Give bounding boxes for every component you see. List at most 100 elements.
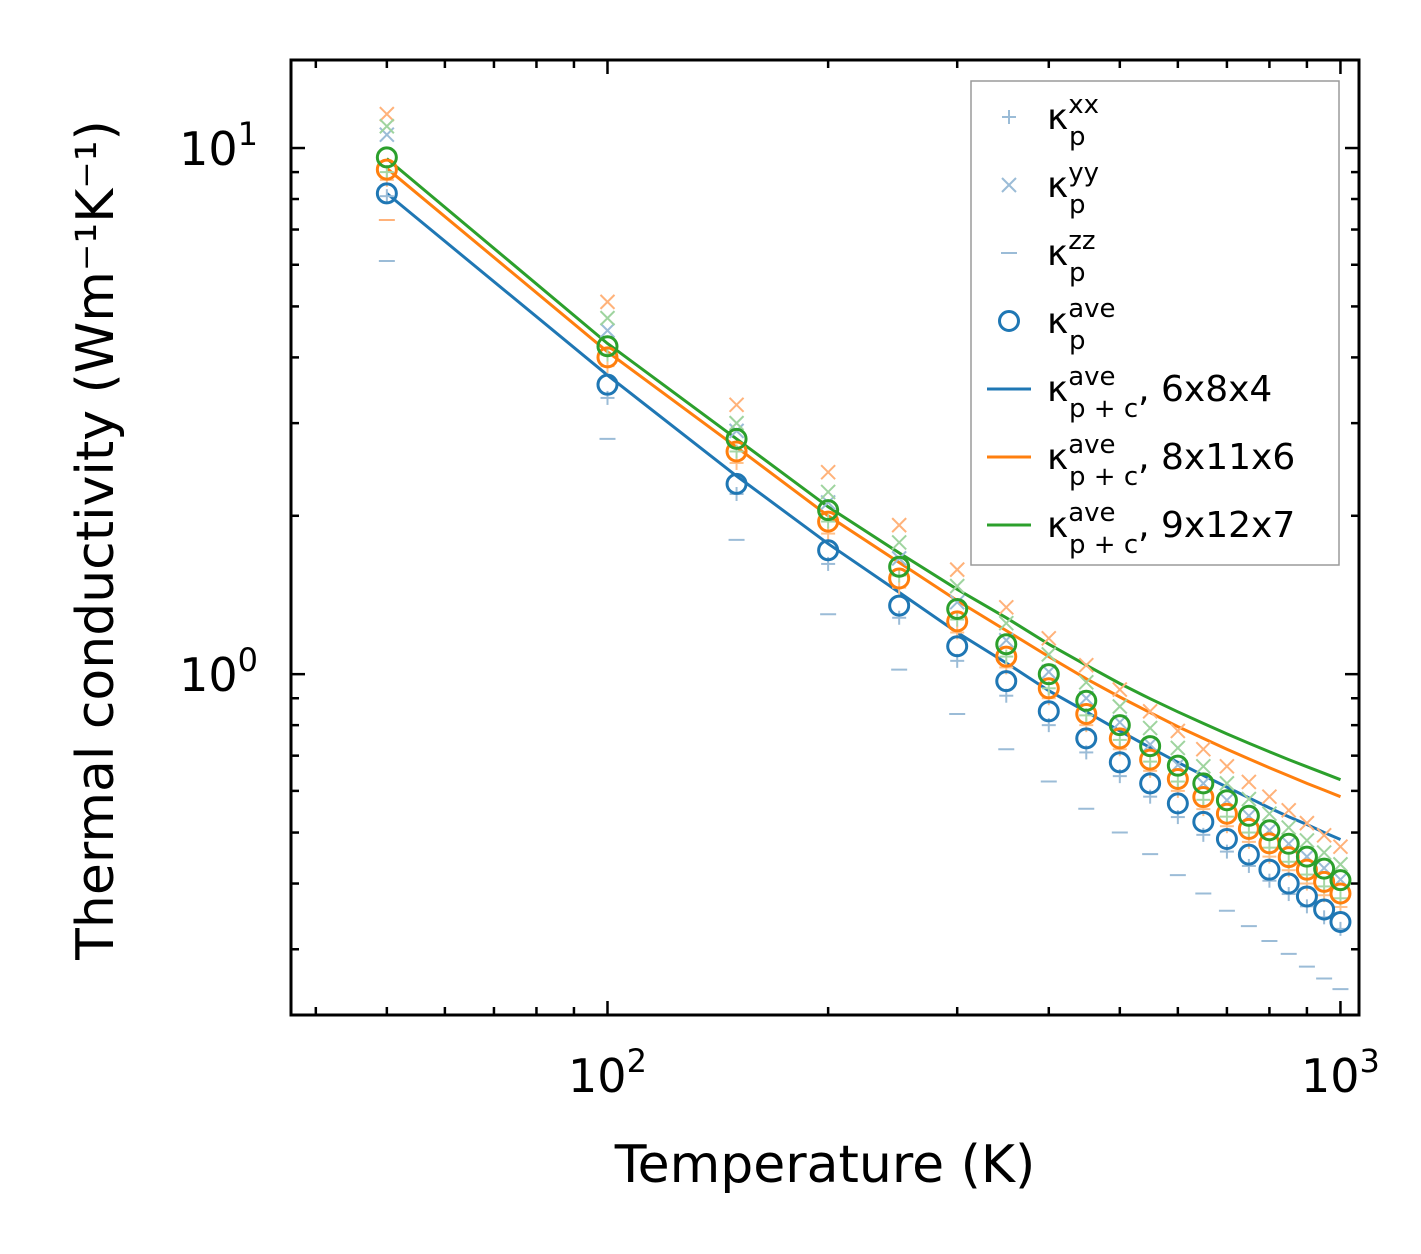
data-point [1329,869,1352,892]
x-b [998,615,1014,631]
data-point [599,294,616,310]
data-point [1142,703,1158,720]
data-point [1295,858,1318,881]
y-axis-label: Thermal conductivity (Wm⁻¹K⁻¹) [66,120,126,961]
x-b [1261,805,1278,822]
data-point [1142,736,1158,753]
data-point [1192,786,1215,809]
data-point [946,635,969,658]
data-point [1192,810,1215,833]
data-point [817,539,840,562]
data-point [1261,788,1278,805]
data-point [1195,741,1212,757]
data-point [596,373,619,396]
data-point [379,189,394,204]
data-point [998,599,1014,615]
data-point [375,146,398,169]
data-point [1139,748,1162,771]
data-point [949,561,965,578]
data-point [1037,700,1060,723]
data-point [1170,723,1186,739]
data-point [599,310,616,326]
data-point [379,118,395,134]
data-point [725,440,748,463]
x-b [1241,791,1257,807]
data-point [1075,727,1098,750]
data-point [891,517,907,533]
series-line [385,157,1342,782]
x-b [1112,681,1128,698]
plot-frame [289,58,1361,1017]
x-b [1316,827,1332,844]
data-point [1299,815,1315,831]
x-b [599,294,616,310]
data-point [1108,751,1131,774]
data-point [1112,681,1128,698]
x-b [1299,832,1315,849]
data-point [1237,804,1260,827]
legend-label: κave p + c, 8x11x6 [1047,430,1295,492]
x-b [891,517,907,533]
data-point [1166,768,1189,791]
data-point [1241,791,1257,807]
data-point [1078,657,1094,673]
data-point [1215,802,1238,825]
data-point [820,464,836,480]
x-b [1142,720,1158,736]
data-point [1139,772,1162,795]
x-b [949,561,965,578]
data-point [1166,792,1189,815]
x-b [1142,703,1158,720]
data-point [998,615,1014,631]
data-point [1277,872,1300,895]
legend-label: κzz p [1047,226,1096,288]
x-b [891,534,907,551]
x-b [599,322,616,339]
data-point [946,598,969,621]
data-point [728,397,745,413]
data-point [1295,845,1318,868]
data-point [1332,838,1349,855]
data-point [1037,677,1060,700]
data-point [821,526,836,541]
data-point [1241,774,1257,790]
x-b [1112,698,1128,715]
data-point [1142,720,1158,736]
data-point [1281,819,1297,836]
x-b [1261,788,1278,805]
data-point [891,534,907,551]
x-b [1219,775,1235,792]
x-b [1332,856,1349,873]
data-point [817,499,840,522]
data-point [1075,703,1098,726]
data-point [995,670,1018,693]
data-point [820,484,836,500]
data-point [999,649,1014,664]
legend-marker [1001,177,1017,193]
data-point [1258,858,1281,881]
data-point [1316,827,1332,844]
x-b [1332,838,1349,855]
data-point [949,594,965,610]
x-b [728,415,745,431]
x-b [1281,819,1297,836]
x-b [1170,740,1186,756]
data-point [821,514,836,529]
data-point [599,322,616,339]
x-b [949,578,965,594]
data-point [1041,630,1057,646]
legend-label: κave p + c, 6x8x4 [1047,362,1272,424]
data-point [1112,698,1128,715]
data-point [817,510,840,533]
data-point [949,578,965,594]
data-markers [375,106,1352,991]
x-b [1195,741,1212,757]
x-b [1001,177,1017,193]
legend-label: κxx p [1047,90,1099,152]
data-point [1108,714,1131,737]
data-point [1041,646,1057,663]
series-line [385,192,1342,841]
data-point [1215,789,1238,812]
